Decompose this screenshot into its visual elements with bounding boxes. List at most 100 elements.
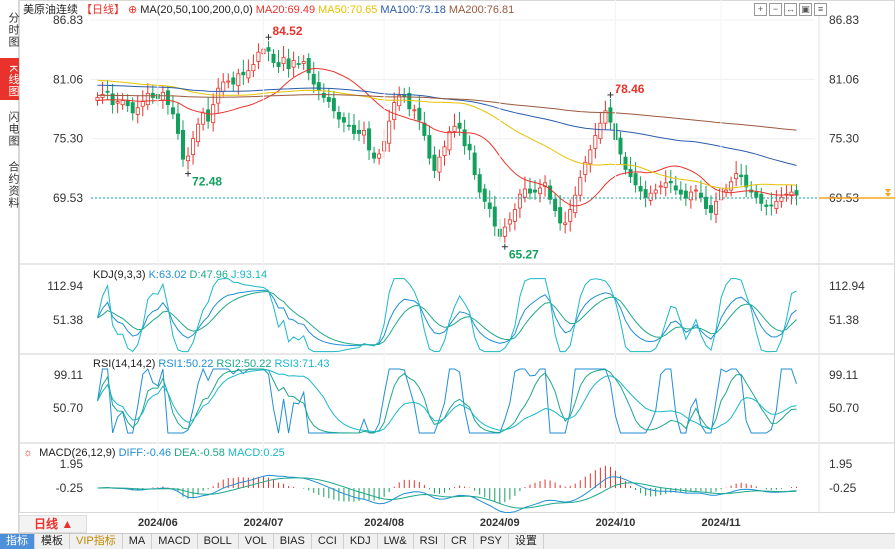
bottom-tab-6[interactable]: VOL bbox=[239, 534, 274, 549]
candle-body-54 bbox=[367, 128, 372, 151]
candle-body-3 bbox=[110, 93, 115, 106]
candle-body-84 bbox=[517, 193, 522, 209]
candle-body-132 bbox=[759, 193, 764, 204]
candle-body-59 bbox=[392, 102, 397, 120]
settings-icon[interactable]: ≡ bbox=[814, 3, 827, 16]
left-tab-1[interactable]: K线图 bbox=[0, 58, 19, 100]
candle-body-64 bbox=[417, 107, 422, 121]
candle-body-66 bbox=[427, 135, 432, 159]
candle-body-10 bbox=[145, 92, 150, 106]
candle-body-18 bbox=[186, 155, 191, 162]
x-tick-3: 2024/09 bbox=[480, 517, 520, 529]
period-selector-label: 日线 bbox=[34, 517, 59, 531]
panel2-y-tick-left-0: 1.95 bbox=[60, 457, 84, 471]
candle-body-6 bbox=[125, 100, 130, 107]
bottom-tab-13[interactable]: PSY bbox=[474, 534, 509, 549]
kdj-legend: KDJ(9,3,3) K:63.02 D:47.96 J:93.14 bbox=[93, 268, 270, 282]
bottom-tab-10[interactable]: LW& bbox=[378, 534, 414, 549]
candle-body-39 bbox=[291, 60, 296, 68]
candle-body-114 bbox=[668, 180, 673, 184]
chart-area[interactable]: 86.83 86.83 81.06 81.06 75.30 75.30 69.53 69.53… bbox=[19, 0, 895, 533]
bottom-tab-1[interactable]: 模板 bbox=[35, 534, 70, 549]
last-price-arrow-icon bbox=[885, 188, 891, 197]
candle-body-78 bbox=[487, 202, 492, 209]
candle-body-45 bbox=[321, 92, 326, 98]
left-tab-3[interactable]: 合约资料 bbox=[7, 161, 19, 209]
candle-body-111 bbox=[653, 189, 658, 194]
candle-body-28 bbox=[236, 73, 241, 87]
extreme-label-3: 78.46 bbox=[614, 82, 644, 96]
candle-body-117 bbox=[683, 190, 688, 199]
instrument-title: 美原油连续 bbox=[23, 4, 78, 16]
candle-body-46 bbox=[326, 97, 331, 102]
bottom-tab-2[interactable]: VIP指标 bbox=[70, 534, 123, 549]
candle-body-135 bbox=[774, 200, 779, 209]
macd-dea-line bbox=[97, 477, 797, 509]
macd-collapse-icon[interactable]: ☼ bbox=[23, 447, 34, 459]
ma200-line bbox=[97, 94, 797, 131]
candle-body-1 bbox=[100, 93, 105, 98]
zoom-in-icon[interactable]: + bbox=[754, 3, 767, 16]
bottom-tab-7[interactable]: BIAS bbox=[274, 534, 312, 549]
candle-body-133 bbox=[764, 204, 769, 207]
main-y-tick-right-0: 86.83 bbox=[829, 13, 859, 27]
candle-body-86 bbox=[527, 188, 532, 194]
fit-icon[interactable]: ↔ bbox=[784, 3, 797, 16]
main-y-tick-left-2: 75.30 bbox=[53, 132, 83, 146]
candle-body-108 bbox=[638, 186, 643, 192]
rsi-line-1 bbox=[97, 367, 797, 434]
candle-body-100 bbox=[598, 122, 603, 140]
period-selector[interactable]: 日线 ▲ bbox=[19, 515, 87, 533]
candle-body-36 bbox=[276, 62, 281, 68]
bottom-tab-8[interactable]: CCI bbox=[312, 534, 344, 549]
candle-body-53 bbox=[362, 129, 367, 136]
candle-body-116 bbox=[678, 189, 683, 195]
bottom-tab-14[interactable]: 设置 bbox=[509, 534, 544, 549]
candle-body-118 bbox=[688, 191, 693, 201]
candle-body-79 bbox=[492, 206, 497, 227]
bottom-tab-9[interactable]: KDJ bbox=[344, 534, 378, 549]
main-y-tick-left-1: 81.06 bbox=[53, 72, 83, 86]
main-y-tick-left-0: 86.83 bbox=[53, 13, 83, 27]
kdj-name: KDJ(9,3,3) bbox=[93, 269, 146, 281]
candle-body-58 bbox=[387, 120, 392, 144]
candle-body-35 bbox=[271, 53, 276, 63]
settings-gear-icon[interactable]: ⊕ bbox=[128, 4, 138, 16]
candle-body-131 bbox=[754, 191, 759, 198]
candle-body-109 bbox=[643, 189, 648, 198]
candle-body-52 bbox=[356, 129, 361, 134]
chart-toolbar: + − ↔ ▣ ≡ bbox=[754, 3, 827, 17]
candle-body-26 bbox=[226, 80, 231, 83]
bottom-tab-12[interactable]: CR bbox=[445, 534, 474, 549]
main-y-tick-right-1: 81.06 bbox=[829, 72, 859, 86]
panel2-y-tick-right-0: 1.95 bbox=[829, 457, 853, 471]
candle-body-129 bbox=[744, 174, 749, 188]
left-tab-2[interactable]: 闪电图 bbox=[7, 110, 19, 147]
bottom-tab-11[interactable]: RSI bbox=[414, 534, 445, 549]
rsi3: RSI3:71.43 bbox=[274, 358, 330, 370]
bottom-tab-3[interactable]: MA bbox=[123, 534, 153, 549]
x-tick-0: 2024/06 bbox=[138, 517, 178, 529]
candle-body-122 bbox=[709, 205, 714, 214]
candle-body-69 bbox=[442, 146, 447, 156]
bottom-tab-4[interactable]: MACD bbox=[152, 534, 198, 549]
candle-body-120 bbox=[698, 192, 703, 198]
candle-body-63 bbox=[412, 109, 417, 112]
candle-body-113 bbox=[663, 182, 668, 188]
kdj-line-k bbox=[97, 289, 797, 347]
rsi-line-3 bbox=[97, 369, 797, 433]
fullscreen-icon[interactable]: ▣ bbox=[799, 3, 812, 16]
left-tab-0[interactable]: 分时图 bbox=[7, 12, 19, 48]
main-legend: 美原油连续 【日线】 ⊕ MA(20,50,100,200,0,0) MA20:69.4… bbox=[23, 3, 517, 17]
panel1-y-tick-right-1: 50.70 bbox=[829, 401, 859, 415]
zoom-out-icon[interactable]: − bbox=[769, 3, 782, 16]
candle-body-98 bbox=[588, 149, 593, 165]
macd-legend: ☼ MACD(26,12,9) DIFF:-0.46 DEA:-0.58 MACD:0… bbox=[23, 446, 288, 460]
candle-body-102 bbox=[608, 107, 613, 123]
panel0-y-tick-right-1: 51.38 bbox=[829, 313, 859, 327]
candle-body-96 bbox=[578, 177, 583, 196]
rsi2: RSI2:50.22 bbox=[216, 358, 272, 370]
bottom-tab-0[interactable]: 指标 bbox=[0, 534, 35, 549]
bottom-tab-5[interactable]: BOLL bbox=[198, 534, 239, 549]
